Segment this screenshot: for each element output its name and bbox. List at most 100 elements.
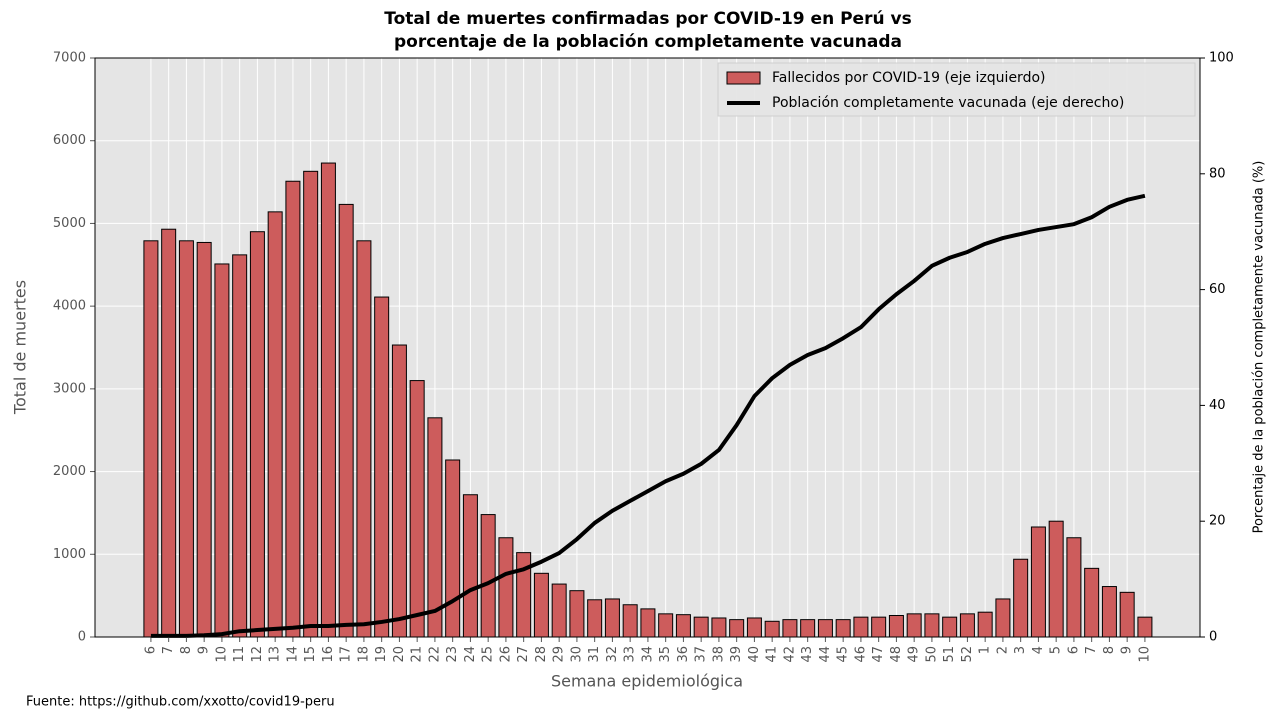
bar [942,616,958,638]
x-tick-label: 47 [871,646,886,663]
x-tick-label: 22 [427,646,442,663]
x-tick-label: 9 [1120,646,1135,654]
x-tick-label: 8 [179,646,194,654]
x-tick-label: 1 [978,646,993,654]
bar [320,162,336,638]
y-tick-label: 3000 [53,381,86,396]
x-tick-label: 5 [1049,646,1064,654]
bar [1137,616,1153,638]
x-tick-label: 51 [942,646,957,663]
bar [746,617,762,638]
x-tick-label: 28 [534,646,549,663]
x-tick-label: 42 [782,646,797,663]
x-tick-label: 38 [711,646,726,663]
bar [178,240,194,638]
bar [391,344,407,638]
bar [764,620,780,638]
bar [1013,558,1029,638]
bar [1048,520,1064,638]
y2-tick-label: 60 [1209,282,1226,297]
x-tick-label: 37 [694,646,709,663]
x-tick-label: 16 [321,646,336,663]
y-tick-label: 4000 [53,299,86,314]
legend-swatch [726,71,761,85]
x-tick-label: 7 [161,646,176,654]
y2-tick-label: 80 [1209,166,1226,181]
y-tick-label: 5000 [53,216,86,231]
bar [711,617,727,638]
x-tick-label: 21 [410,646,425,663]
y-tick-label: 2000 [53,464,86,479]
bar [267,211,283,638]
x-tick-label: 23 [445,646,460,663]
x-tick-label: 12 [250,646,265,663]
bar [374,296,390,638]
bar [871,616,887,638]
bar [853,616,869,638]
x-tick-label: 14 [285,646,300,663]
y2-axis-label: Porcentaje de la población completamente… [1252,161,1267,534]
x-tick-label: 25 [481,646,496,663]
bar [1101,586,1117,638]
y2-tick-label: 40 [1209,398,1226,413]
x-tick-label: 26 [498,646,513,663]
x-tick-label: 46 [853,646,868,663]
bar [303,170,319,638]
x-tick-label: 9 [197,646,212,654]
bar [693,616,709,638]
y-tick-label: 6000 [53,133,86,148]
bar [729,619,745,638]
bar [427,417,443,638]
x-tick-label: 34 [640,646,655,663]
x-tick-label: 36 [676,646,691,663]
y-tick-label: 0 [78,630,86,645]
bar [232,254,248,638]
bar [196,241,212,638]
x-tick-label: 6 [143,646,158,654]
x-tick-label: 19 [374,646,389,663]
x-tick-label: 48 [889,646,904,663]
bar [888,614,904,638]
x-tick-label: 41 [765,646,780,663]
x-tick-label: 32 [605,646,620,663]
x-tick-label: 20 [392,646,407,663]
x-tick-label: 39 [729,646,744,663]
bar [480,514,496,638]
x-tick-label: 6 [1066,646,1081,654]
x-tick-label: 40 [747,646,762,663]
bar [533,572,549,638]
x-tick-label: 52 [960,646,975,663]
x-tick-label: 30 [569,646,584,663]
bar [658,613,674,638]
bar [161,228,177,638]
bar [995,598,1011,638]
x-tick-label: 7 [1084,646,1099,654]
bar [622,604,638,638]
bar [498,537,514,638]
x-tick-label: 4 [1031,646,1046,654]
bar [285,180,301,638]
x-tick-label: 35 [658,646,673,663]
x-tick-label: 11 [232,646,247,663]
bar [338,203,354,638]
x-tick-label: 8 [1102,646,1117,654]
y-axis-label: Total de muertes [11,280,30,415]
bar [551,583,567,638]
bar [462,494,478,638]
bar [409,380,425,638]
x-tick-label: 45 [836,646,851,663]
x-tick-label: 10 [1137,646,1152,663]
x-tick-label: 3 [1013,646,1028,654]
bar [1066,537,1082,638]
x-tick-label: 15 [303,646,318,663]
bar [675,614,691,638]
bar [906,613,922,638]
x-tick-label: 2 [995,646,1010,654]
y-tick-label: 7000 [53,51,86,66]
bar [143,240,159,638]
legend: Fallecidos por COVID-19 (eje izquierdo) P… [717,62,1196,117]
legend-label: Población completamente vacunada (eje de… [772,95,1124,111]
bar [817,619,833,638]
legend-box [717,62,1196,117]
